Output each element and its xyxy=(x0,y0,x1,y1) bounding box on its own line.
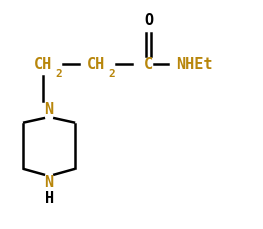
Text: H: H xyxy=(44,191,54,206)
Text: C: C xyxy=(144,57,153,72)
Text: NHEt: NHEt xyxy=(176,57,213,72)
Text: 2: 2 xyxy=(108,69,115,79)
Text: N: N xyxy=(44,102,54,117)
Text: CH: CH xyxy=(34,57,52,72)
Text: N: N xyxy=(44,175,54,190)
Text: O: O xyxy=(144,13,153,27)
Text: CH: CH xyxy=(87,57,105,72)
Text: 2: 2 xyxy=(56,69,62,79)
